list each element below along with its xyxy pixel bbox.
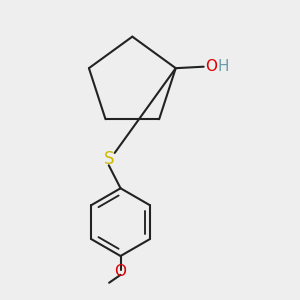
- Text: O: O: [205, 59, 217, 74]
- Text: H: H: [218, 59, 229, 74]
- Text: S: S: [103, 150, 114, 168]
- Text: O: O: [115, 264, 127, 279]
